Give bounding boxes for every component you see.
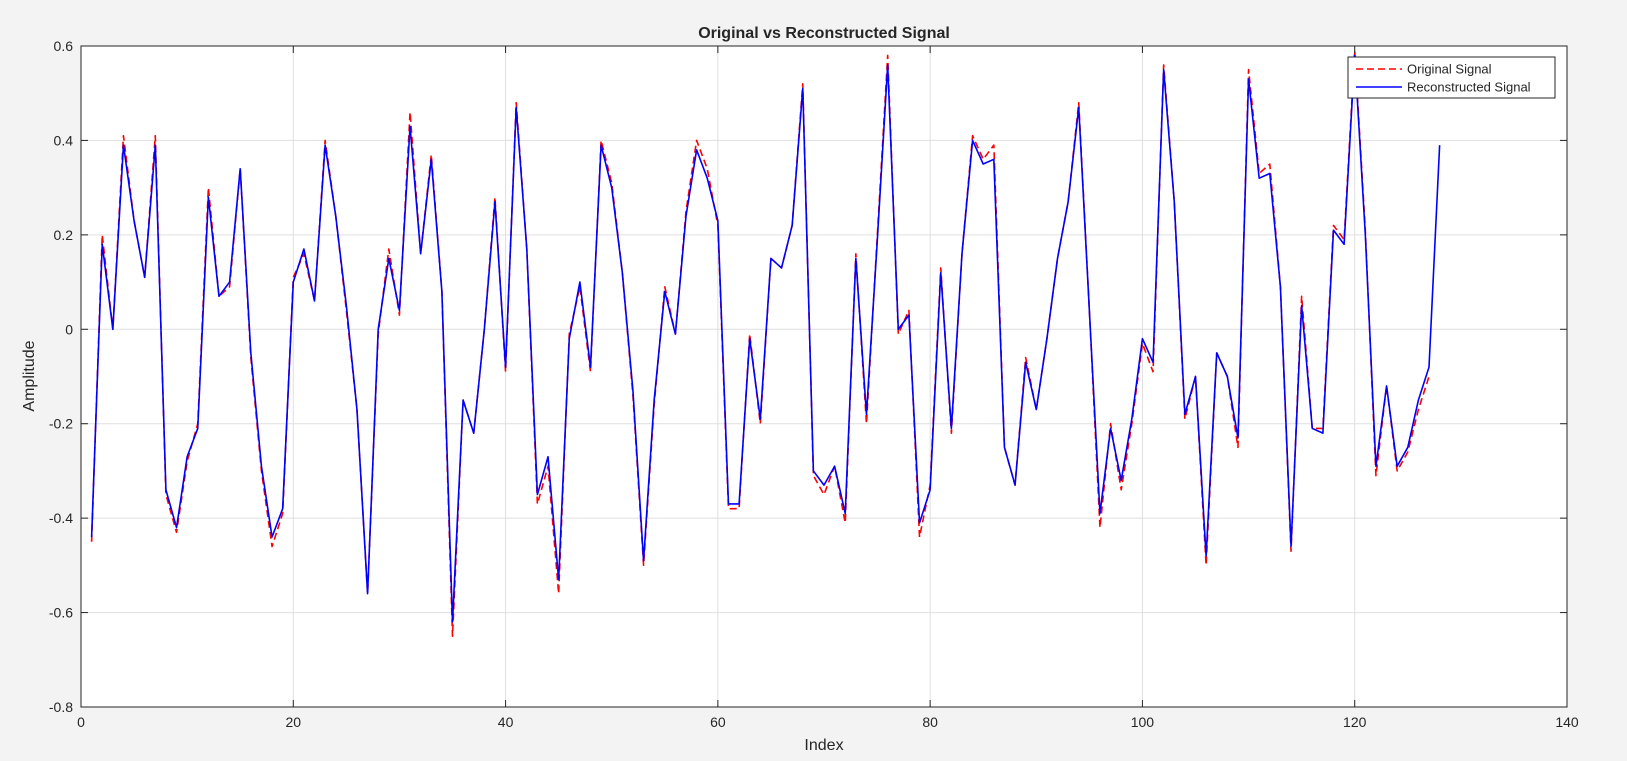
x-tick-label: 80 [922,714,938,730]
y-tick-label: 0.4 [54,132,74,148]
series-layer [90,49,1441,637]
x-tick-label: 100 [1131,714,1155,730]
x-tick-label: 20 [285,714,301,730]
legend-label: Original Signal [1407,62,1492,77]
x-tick-label: 0 [77,714,85,730]
plot-area [81,46,1567,707]
y-tick-label: -0.6 [49,605,73,621]
legend-box [1347,56,1556,99]
y-tick-label: 0.6 [54,38,74,54]
reconstructed-signal-line [90,54,1441,623]
x-tick-label: 40 [498,714,514,730]
x-axis-label: Index [804,737,843,754]
y-tick-label: 0 [65,321,73,337]
x-tick-label: 60 [710,714,726,730]
axis-ticks: 0 20 40 60 80 100 120 140 -0.8 -0.6 -0.4 -0.2 0 0.2 0.… [49,38,1579,730]
y-tick-label: -0.2 [49,416,73,432]
plot-border [80,45,1568,708]
y-tick-label: -0.8 [49,699,73,715]
grid [81,46,1567,707]
y-tick-label: 0.2 [54,227,74,243]
y-tick-label: -0.4 [49,510,73,526]
x-tick-label: 120 [1343,714,1367,730]
legend-label: Reconstructed Signal [1407,80,1531,95]
chart-title: Original vs Reconstructed Signal [698,25,950,42]
x-tick-label: 140 [1555,714,1579,730]
legend[interactable]: Original Signal Reconstructed Signal [1347,56,1556,99]
y-axis-label: Amplitude [21,340,38,411]
